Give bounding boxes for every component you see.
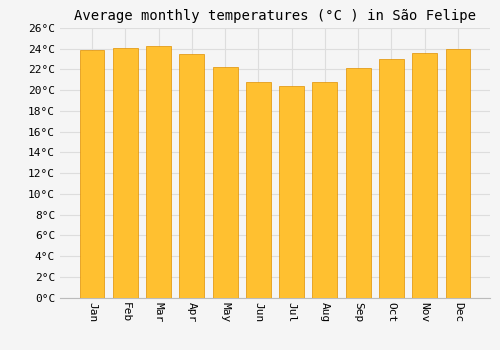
Bar [113,48,138,298]
Bar [80,50,104,298]
Bar [446,49,470,298]
Bar [180,54,204,298]
Bar [379,59,404,298]
Title: Average monthly temperatures (°C ) in São Felipe: Average monthly temperatures (°C ) in Sã… [74,9,476,23]
Bar [146,46,171,298]
Bar [412,53,437,298]
Bar [279,86,304,298]
Bar [346,68,370,298]
Bar [246,82,271,298]
Bar [212,68,238,298]
Bar [312,82,338,298]
